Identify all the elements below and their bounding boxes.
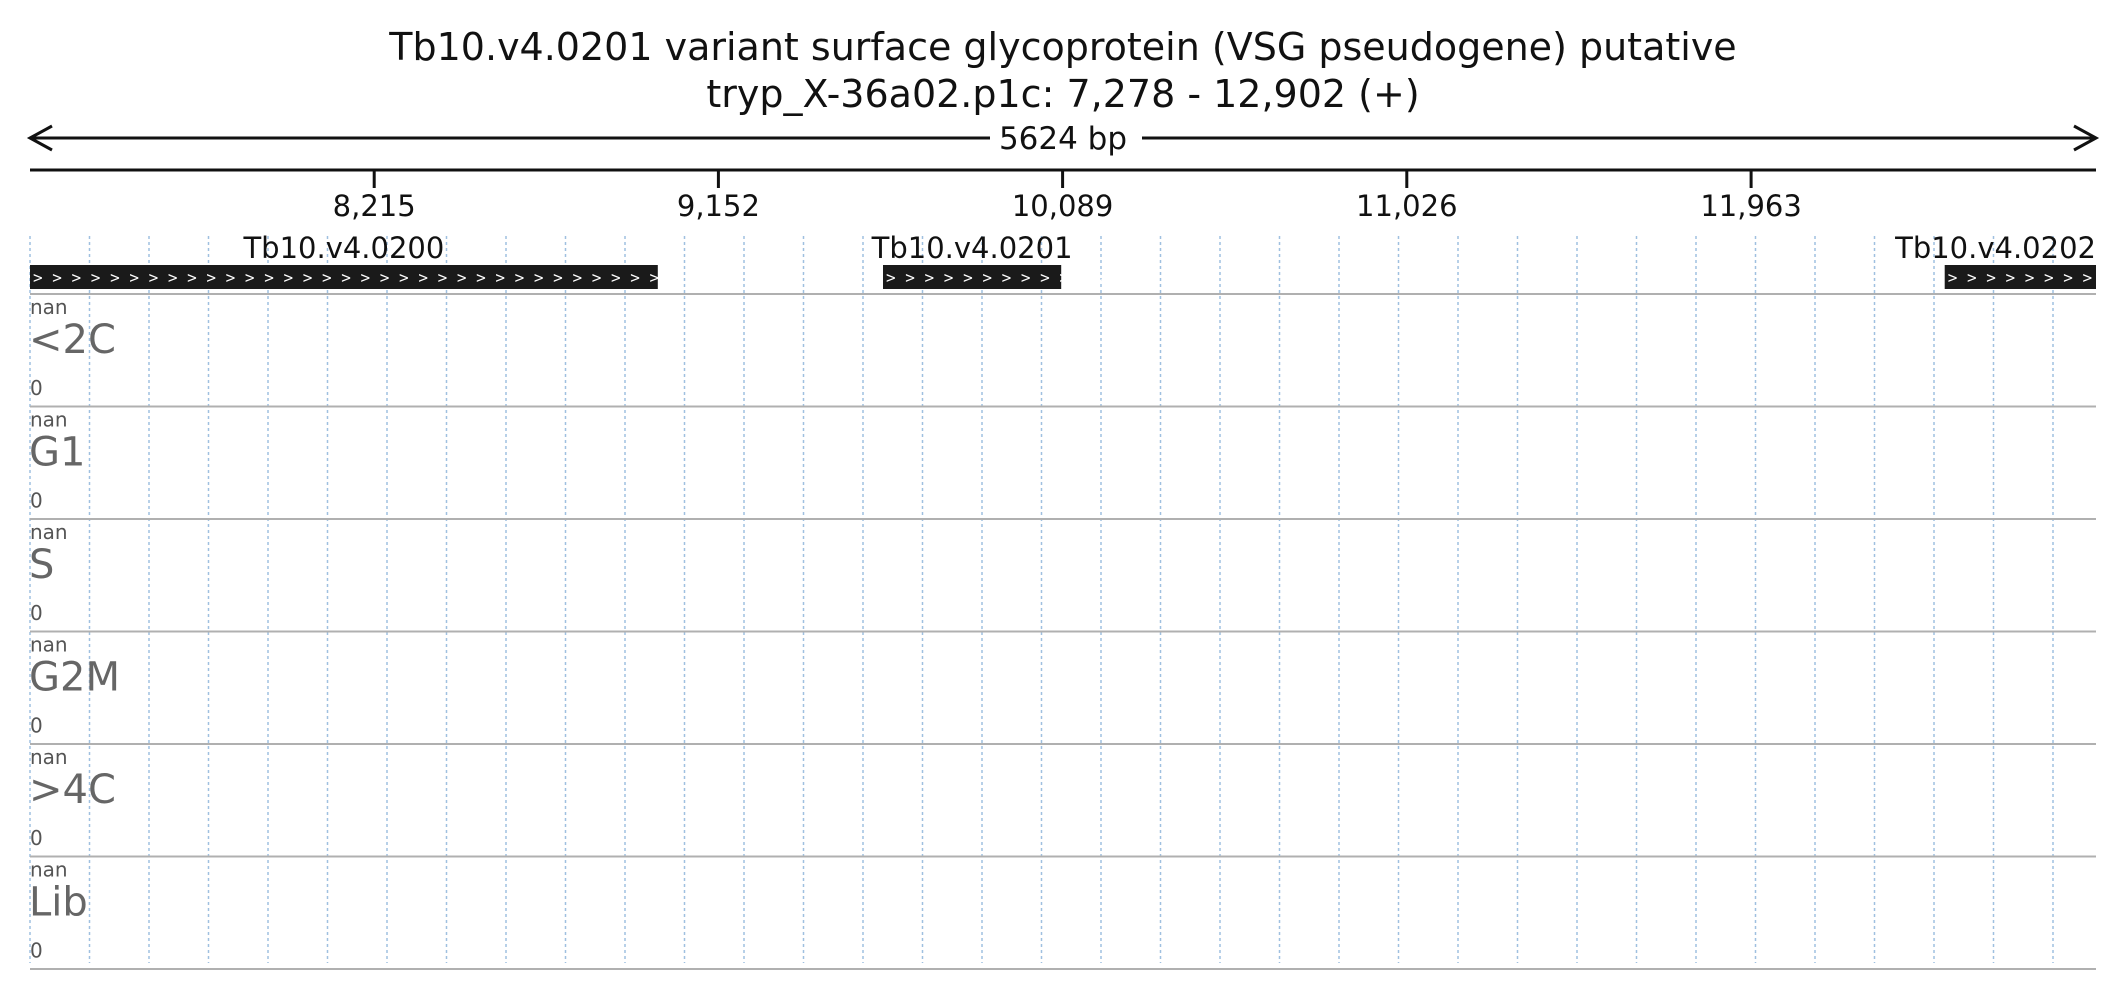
- track-min-label: 0: [30, 714, 43, 738]
- track-max-label: nan: [30, 633, 68, 657]
- track-max-label: nan: [30, 858, 68, 882]
- track-min-label: 0: [30, 601, 43, 625]
- ruler-tick-label: 11,963: [1700, 189, 1801, 223]
- span-arrow-right-icon: [2073, 124, 2100, 152]
- ruler-tick-label: 11,026: [1356, 189, 1457, 223]
- track-max-label: nan: [30, 520, 68, 544]
- span-indicator: 5624 bp: [26, 121, 2100, 157]
- gene-bar[interactable]: [30, 265, 658, 289]
- gene-label[interactable]: Tb10.v4.0202: [1894, 231, 2096, 265]
- track-name-label: Lib: [29, 880, 88, 926]
- strand-arrows-icon: > > > > > > > > > > > >: [886, 268, 1108, 287]
- track-name-label: G2M: [29, 655, 120, 701]
- strand-arrows-icon: > > > > > > > > > > > > > > > > > > > > …: [33, 268, 852, 287]
- track-max-label: nan: [30, 745, 68, 769]
- gene-feature[interactable]: > > > > > > > > > > Tb10.v4.0202: [1894, 231, 2126, 289]
- track-name-label: <2C: [29, 317, 116, 363]
- track-min-label: 0: [30, 376, 43, 400]
- gene-bar[interactable]: [883, 265, 1062, 289]
- grid-lines: [29, 236, 2054, 963]
- track-name-label: G1: [29, 430, 85, 476]
- track-max-label: nan: [30, 295, 68, 319]
- ruler-tick-label: 9,152: [677, 189, 760, 223]
- gene-feature[interactable]: > > > > > > > > > > > > Tb10.v4.0201: [871, 231, 1108, 289]
- track-name-label: >4C: [29, 767, 116, 813]
- gene-label[interactable]: Tb10.v4.0200: [242, 231, 444, 265]
- location-label: tryp_X-36a02.p1c: 7,278 - 12,902 (+): [706, 72, 1419, 116]
- track-min-label: 0: [30, 489, 43, 513]
- data-track: nan>4C 0: [29, 743, 2096, 850]
- data-track: nan<2C 0: [29, 293, 2096, 400]
- track-name-label: S: [29, 542, 54, 588]
- ruler-tick-label: 8,215: [333, 189, 416, 223]
- track-max-label: nan: [30, 408, 68, 432]
- ruler-tick-label: 10,089: [1012, 189, 1113, 223]
- gene-track: > > > > > > > > > > > > > > > > > > > > …: [30, 231, 2126, 289]
- gene-label[interactable]: Tb10.v4.0201: [871, 231, 1073, 265]
- strand-arrows-icon: > > > > > > > > > >: [1948, 268, 2126, 287]
- gene-feature[interactable]: > > > > > > > > > > > > > > > > > > > > …: [30, 231, 852, 289]
- span-length-label: 5624 bp: [999, 121, 1127, 157]
- track-min-label: 0: [30, 826, 43, 850]
- gene-bar[interactable]: [1944, 265, 2096, 289]
- gene-title: Tb10.v4.0201 variant surface glycoprotei…: [388, 25, 1736, 69]
- coordinate-ruler: 8,215 9,152 10,089 11,026 11,963: [30, 168, 2096, 223]
- span-arrow-left-icon: [26, 124, 53, 152]
- track-min-label: 0: [30, 939, 43, 963]
